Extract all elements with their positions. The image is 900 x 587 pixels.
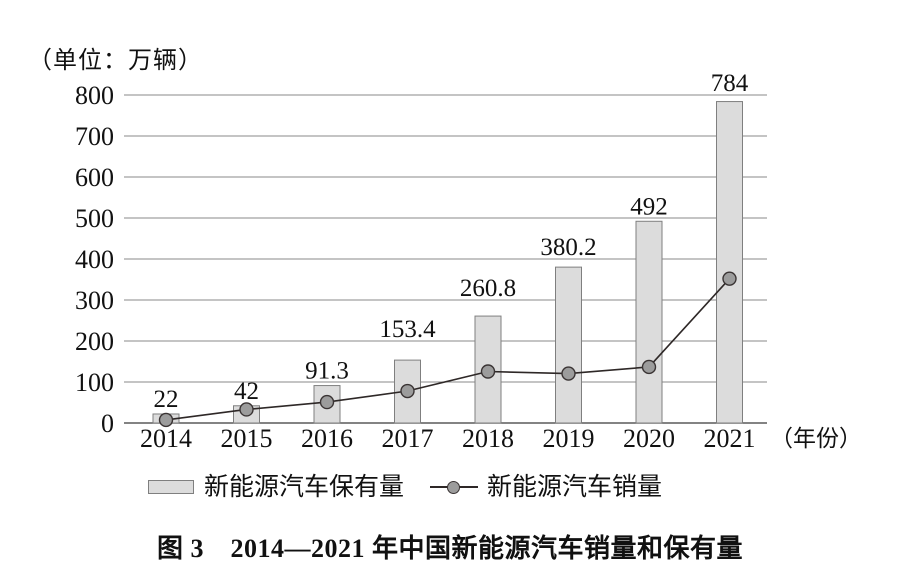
x-axis-tick-label: 2015 xyxy=(221,424,273,453)
y-axis-tick-label: 300 xyxy=(75,286,114,315)
y-axis-tick-label: 700 xyxy=(75,122,114,151)
bar-value-label: 492 xyxy=(630,193,668,220)
sales-line-dot xyxy=(722,271,737,286)
sales-line-dot xyxy=(400,383,415,399)
x-axis-tick-label: 2016 xyxy=(301,424,353,453)
y-axis-tick-label: 800 xyxy=(75,81,114,110)
legend-bar-swatch-icon xyxy=(148,480,194,494)
y-axis-unit-label: （单位：万辆） xyxy=(28,48,203,74)
bar-ownership xyxy=(716,101,743,424)
legend-label-sales: 新能源汽车销量 xyxy=(487,473,663,501)
y-axis-tick-label: 100 xyxy=(75,368,114,397)
y-axis-tick-label: 0 xyxy=(101,409,114,438)
sales-line-dot xyxy=(480,364,496,379)
x-axis-tick-label: 2019 xyxy=(543,424,595,453)
x-axis-tick-label: 2017 xyxy=(382,424,434,453)
bar-value-label: 153.4 xyxy=(379,316,436,343)
sales-line-dot xyxy=(641,359,657,375)
y-axis-tick-label: 500 xyxy=(75,204,114,233)
legend-line-dot-marker-icon xyxy=(430,480,479,495)
x-axis-tick-label: 2021 xyxy=(704,424,756,453)
chart-plot-area: 0 100 200 300 400 500 600 700 800 22 42 91.3 153.4 26… xyxy=(75,70,862,453)
sales-line-dot xyxy=(239,402,254,417)
x-axis-tick-label: 2018 xyxy=(462,424,514,453)
bar-value-label: 380.2 xyxy=(540,234,596,261)
x-axis-tick-label: 2020 xyxy=(623,424,675,453)
bar-value-label: 22 xyxy=(154,386,179,413)
bar-value-label: 91.3 xyxy=(305,358,349,385)
legend: 新能源汽车保有量 新能源汽车销量 xyxy=(148,472,662,502)
y-axis-tick-label: 400 xyxy=(75,245,114,274)
bar-value-label: 260.8 xyxy=(460,275,516,302)
bar-ownership xyxy=(635,220,663,424)
sales-line-dot xyxy=(561,366,576,381)
x-axis-unit-label: （年份） xyxy=(770,426,862,451)
legend-dot-icon xyxy=(447,480,461,494)
legend-label-ownership: 新能源汽车保有量 xyxy=(204,473,405,501)
sales-line-dot xyxy=(158,412,174,428)
x-axis-tick-label: 2014 xyxy=(140,424,192,453)
y-axis-tick-label: 200 xyxy=(75,327,114,356)
bar-value-label: 42 xyxy=(234,378,259,405)
bar-value-label: 784 xyxy=(711,70,749,97)
sales-line xyxy=(165,278,731,421)
sales-line-dot xyxy=(319,394,335,410)
bar-ownership xyxy=(555,266,582,424)
figure-caption: 图 3 2014—2021 年中国新能源汽车销量和保有量 xyxy=(156,534,743,563)
y-axis-tick-label: 600 xyxy=(75,163,114,192)
